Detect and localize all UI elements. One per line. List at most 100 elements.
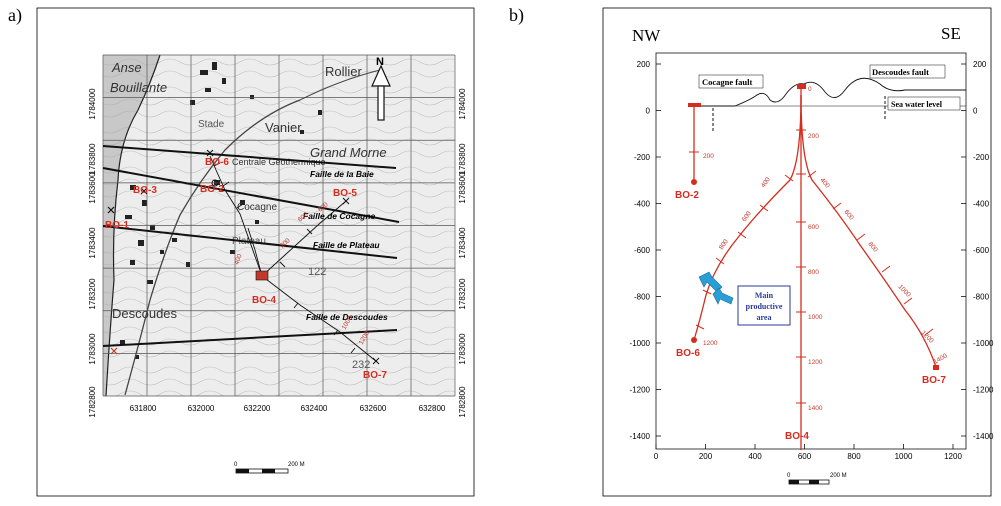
well-bo3-map: BO-3 bbox=[133, 185, 157, 196]
map-y-tick-label-right: 1783000 bbox=[458, 333, 467, 365]
section-y-tick-label-right: -1200 bbox=[973, 386, 994, 395]
map-y-tick-label-right: 1783600 bbox=[458, 172, 467, 204]
place-rollier: Rollier bbox=[325, 64, 363, 79]
section-y-tick-label-right: -400 bbox=[973, 200, 990, 209]
place-cocagne: Cocagne bbox=[237, 202, 277, 213]
scale-a-zero: 0 bbox=[234, 462, 238, 468]
depth-label-map-400: 400 bbox=[233, 253, 243, 266]
place-anse: Anse bbox=[111, 60, 142, 75]
north-arrow: N bbox=[371, 56, 391, 121]
depth-label-bo6-1200: 1200 bbox=[703, 340, 718, 347]
panel-a: a) bbox=[8, 5, 475, 497]
panel-b-label: b) bbox=[509, 5, 524, 26]
map-y-tick-label-left: 1782800 bbox=[88, 386, 97, 418]
section-trajectory-bo7 bbox=[800, 94, 937, 368]
map-y-tick-label-left: 1783200 bbox=[88, 278, 97, 310]
section-x-tick-label: 400 bbox=[748, 452, 762, 461]
depth-label-bo4-200: 200 bbox=[808, 133, 819, 140]
well-trajectories-map bbox=[209, 155, 378, 363]
section-y-tick-label-left: -1400 bbox=[630, 432, 651, 441]
section-y-tick-label-left: -200 bbox=[634, 153, 651, 162]
wells-map: BO-6 BO-3 BO-2 BO-5 BO-1 bbox=[105, 149, 387, 381]
well-label-bo3: BO-3 bbox=[133, 185, 157, 196]
section-x-tick-label: 1000 bbox=[895, 452, 913, 461]
section-x-tick-label: 800 bbox=[847, 452, 861, 461]
section-x-tick-label: 200 bbox=[699, 452, 713, 461]
panel-a-label: a) bbox=[8, 5, 22, 26]
trajectory-ticks bbox=[213, 162, 356, 354]
fault-label-descoudes: Faille de Descoudes bbox=[306, 312, 388, 322]
map-y-tick-label-right: 1784000 bbox=[458, 88, 467, 120]
map-y-tick-label-right: 1782800 bbox=[458, 386, 467, 418]
well-label-bo6: BO-6 bbox=[205, 157, 229, 168]
well-label-bo7: BO-7 bbox=[363, 370, 387, 381]
section-y-tick-label-left: -1200 bbox=[630, 386, 651, 395]
section-frame bbox=[655, 52, 967, 450]
fault-label-plateau: Faille de Plateau bbox=[313, 240, 380, 250]
trajectory-bo4 bbox=[247, 227, 263, 277]
panel-b-frame bbox=[602, 7, 992, 497]
section-y-tick-label-right: 200 bbox=[973, 60, 987, 69]
topographic-map: Anse Bouillante Rollier Vanier Grand Mor… bbox=[102, 54, 456, 397]
map-x-tick-label: 632600 bbox=[360, 404, 387, 413]
depth-label-bo4-1400: 1400 bbox=[808, 405, 823, 412]
wellhead-bo4 bbox=[797, 84, 806, 89]
fault-cocagne-label: Cocagne fault bbox=[702, 77, 752, 87]
depth-label-bo4-600: 600 bbox=[808, 224, 819, 231]
map-x-tick-label: 632800 bbox=[419, 404, 446, 413]
label-centrale: Centrale Géothermique bbox=[232, 157, 326, 167]
section-y-tick-label-right: 0 bbox=[973, 107, 978, 116]
well-label-bo4: BO-4 bbox=[252, 295, 276, 306]
section-y-tick-label-left: -600 bbox=[634, 246, 651, 255]
productive-area-box bbox=[737, 285, 791, 326]
map-y-tick-label-left: 1783800 bbox=[88, 143, 97, 175]
section-y-tick-label-left: -400 bbox=[634, 200, 651, 209]
place-grand-morne: Grand Morne bbox=[310, 145, 387, 160]
map-y-tick-label-left: 1784000 bbox=[88, 88, 97, 120]
section-y-tick-label-left: 0 bbox=[646, 107, 651, 116]
place-bouillante: Bouillante bbox=[110, 80, 167, 95]
productive-arrow-2 bbox=[712, 287, 734, 305]
section-x-tick-label: 0 bbox=[654, 452, 659, 461]
scale-a-label: 200 M bbox=[288, 462, 305, 468]
map-x-tick-label: 631800 bbox=[130, 404, 157, 413]
section-y-tick-label-left: -1000 bbox=[630, 339, 651, 348]
map-y-tick-label-right: 1783800 bbox=[458, 143, 467, 175]
scale-bar-a: 0 200 M bbox=[234, 462, 305, 474]
fault-descoudes-label: Descoudes fault bbox=[872, 67, 929, 77]
sea-level-label: Sea water level bbox=[891, 100, 943, 109]
well-bottom-bo6 bbox=[691, 337, 697, 343]
trajectory-bo5 bbox=[261, 200, 347, 277]
panel-a-frame bbox=[36, 7, 475, 497]
depth-label-bo4-0: 0 bbox=[808, 86, 812, 93]
fault-line-cocagne bbox=[102, 167, 400, 223]
fault-line-baie bbox=[102, 145, 397, 169]
label-nw: NW bbox=[632, 26, 661, 45]
section-y-tick-label-right: -800 bbox=[973, 293, 990, 302]
well-trajectories-section bbox=[693, 88, 937, 450]
section-x-tick-label: 600 bbox=[798, 452, 812, 461]
section-y-tick-label-right: -1000 bbox=[973, 339, 994, 348]
section-y-tick-label-right: -200 bbox=[973, 153, 990, 162]
section-well-bo6: BO-6 bbox=[676, 348, 700, 359]
map-y-tick-label-right: 1783400 bbox=[458, 227, 467, 259]
well-bo6-map: BO-6 bbox=[205, 149, 229, 168]
well-bo2-map: BO-2 bbox=[200, 179, 224, 195]
well-label-bo1: BO-1 bbox=[105, 220, 129, 231]
map-x-tick-label: 632000 bbox=[188, 404, 215, 413]
productive-area-line2: productive bbox=[746, 302, 783, 311]
section-ticks bbox=[689, 129, 934, 404]
map-y-tick-label-right: 1783200 bbox=[458, 278, 467, 310]
section-axes: 200 200 0 0 -200 -200 -400 -400 -600 -600 -800 -800… bbox=[630, 60, 994, 461]
fault-label-baie: Faille de la Baie bbox=[310, 169, 374, 179]
map-x-tick-label: 632400 bbox=[301, 404, 328, 413]
well-bo5-map: BO-5 bbox=[333, 188, 357, 205]
map-x-axis: 631800 632000 632200 632400 632600 632800 bbox=[130, 404, 446, 413]
place-vanier: Vanier bbox=[265, 120, 302, 135]
spot-height-122: 122 bbox=[308, 266, 326, 278]
section-well-bo2: BO-2 bbox=[675, 190, 699, 201]
section-y-tick-label-right: -1400 bbox=[973, 432, 994, 441]
